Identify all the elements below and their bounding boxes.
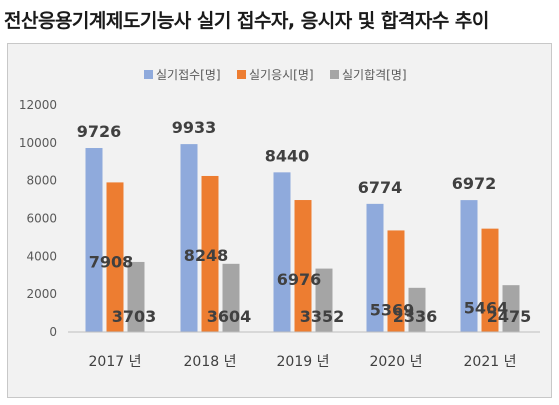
- data-labels: 9726 7908 3703 9933 8248 3604 8440 6976 3352 6774…: [77, 118, 532, 326]
- y-tick-label: 10000: [19, 136, 57, 150]
- bar: [273, 172, 291, 332]
- y-tick-label: 12000: [19, 98, 57, 112]
- bar: [460, 200, 478, 332]
- legend-swatch: [330, 70, 339, 79]
- data-label: 6774: [358, 178, 403, 197]
- legend-label: 실기응시[명]: [249, 68, 314, 82]
- y-tick-label: 4000: [26, 249, 57, 263]
- bar: [85, 148, 103, 332]
- data-label: 9726: [77, 122, 122, 141]
- data-label: 3703: [112, 307, 157, 326]
- bar: [180, 144, 198, 332]
- data-label: 6976: [277, 270, 322, 289]
- x-axis: 2017 년 2018 년 2019 년 2020 년 2021 년: [68, 331, 540, 370]
- bar: [106, 182, 124, 332]
- legend: 실기접수[명] 실기응시[명] 실기합격[명]: [144, 68, 407, 82]
- x-category-label: 2017 년: [89, 354, 142, 370]
- data-label: 3352: [300, 307, 345, 326]
- x-category-label: 2018 년: [184, 354, 237, 370]
- bars: [85, 144, 520, 332]
- bar: [502, 285, 520, 332]
- bar: [201, 175, 219, 332]
- y-tick-label: 8000: [26, 174, 57, 188]
- bar: [481, 228, 499, 332]
- y-tick-label: 2000: [26, 287, 57, 301]
- data-label: 2336: [393, 307, 438, 326]
- legend-label: 실기접수[명]: [156, 68, 221, 82]
- y-tick-label: 0: [49, 325, 57, 339]
- y-axis: 0 2000 4000 6000 8000 10000 12000: [19, 98, 57, 339]
- data-label: 8440: [265, 146, 310, 165]
- y-tick-label: 6000: [26, 212, 57, 226]
- bar: [315, 268, 333, 332]
- data-label: 5464: [464, 299, 509, 318]
- legend-label: 실기합격[명]: [342, 68, 407, 82]
- x-category-label: 2019 년: [277, 354, 330, 370]
- data-label: 2475: [487, 307, 532, 326]
- bar: [366, 203, 384, 332]
- bar: [294, 200, 312, 332]
- data-label: 3604: [207, 307, 252, 326]
- data-label: 5369: [370, 300, 415, 319]
- data-label: 6972: [452, 174, 497, 193]
- legend-swatch: [144, 70, 153, 79]
- data-label: 9933: [172, 118, 217, 137]
- chart-title: 전산응용기계제도기능사 실기 접수자, 응시자 및 합격자수 추이: [4, 10, 489, 32]
- x-category-label: 2020 년: [370, 354, 423, 370]
- bar: [408, 287, 426, 332]
- legend-swatch: [237, 70, 246, 79]
- bar: [387, 230, 405, 332]
- data-label: 8248: [184, 246, 229, 265]
- data-label: 7908: [89, 252, 134, 271]
- x-category-label: 2021 년: [464, 354, 517, 370]
- bar: [222, 263, 240, 332]
- bar: [127, 261, 145, 332]
